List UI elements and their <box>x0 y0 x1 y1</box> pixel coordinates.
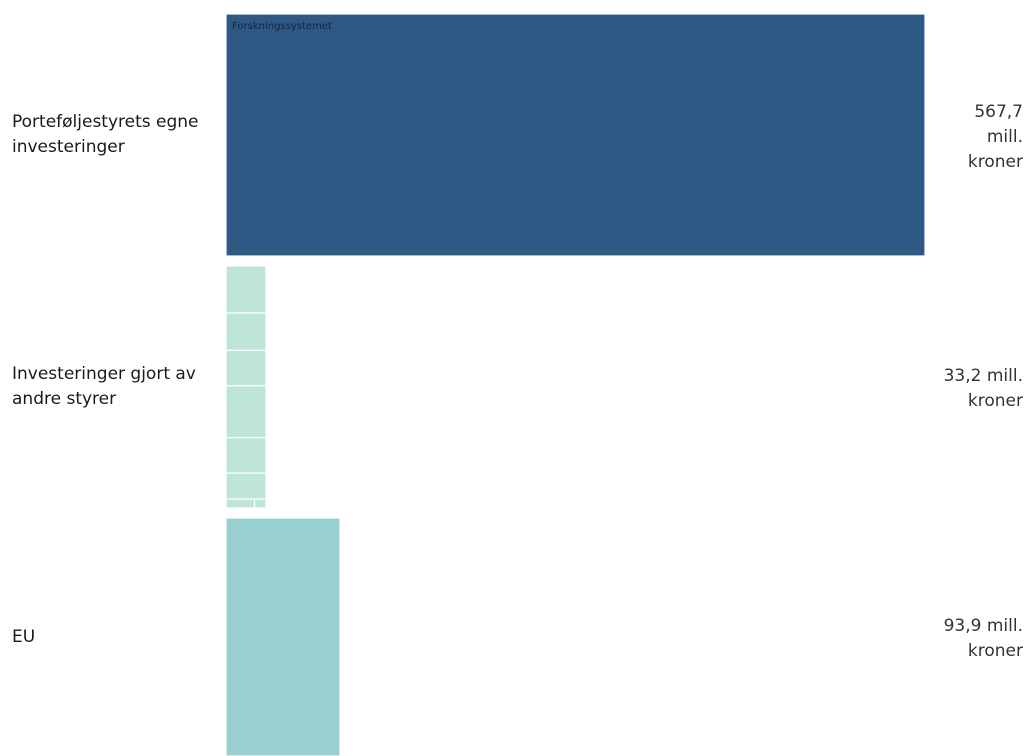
segment-rect[interactable] <box>225 385 267 439</box>
value-label: 93,9 mill. kroner <box>943 616 1023 661</box>
category-label: Investeringer gjort av andre styrer <box>12 364 196 409</box>
segment-rect[interactable] <box>253 498 267 509</box>
segment-rect[interactable] <box>225 265 267 314</box>
segment-rect[interactable] <box>225 312 267 351</box>
segment-rect[interactable] <box>225 437 267 474</box>
value-label: 567,7 mill. kroner <box>967 101 1023 172</box>
segment-rect[interactable] <box>225 498 256 509</box>
bar-rect[interactable] <box>225 13 926 257</box>
value-label: 33,2 mill. kroner <box>943 366 1023 411</box>
category-label: Porteføljestyrets egne investeringer <box>12 112 199 157</box>
category-label: EU <box>12 626 36 647</box>
segment-rect[interactable] <box>225 349 267 387</box>
segment-label: Forskningssystemet <box>232 21 332 32</box>
segment-rect[interactable] <box>225 472 267 500</box>
bar-rect[interactable] <box>225 517 341 756</box>
